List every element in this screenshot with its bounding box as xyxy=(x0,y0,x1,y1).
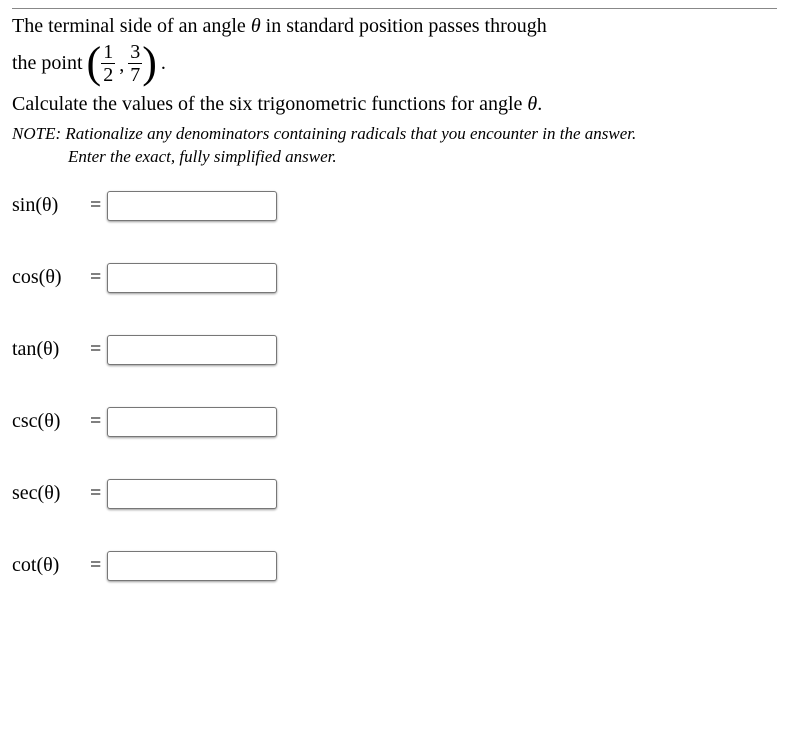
comma: , xyxy=(119,54,124,85)
arg: (θ) xyxy=(39,266,62,288)
sec-row: sec(θ) = xyxy=(12,479,777,509)
cot-label: cot(θ) xyxy=(12,554,88,577)
open-paren: ( xyxy=(87,41,102,85)
sec-label: sec(θ) xyxy=(12,482,88,505)
denominator: 7 xyxy=(128,63,142,85)
func: sec xyxy=(12,482,38,504)
sin-row: sin(θ) = xyxy=(12,191,777,221)
equals: = xyxy=(90,266,101,289)
cos-label: cos(θ) xyxy=(12,266,88,289)
equals: = xyxy=(90,482,101,505)
csc-row: csc(θ) = xyxy=(12,407,777,437)
problem-statement: The terminal side of an angle θ in stand… xyxy=(12,13,777,39)
fraction-1: 1 2 xyxy=(101,42,115,85)
answers-section: sin(θ) = cos(θ) = tan(θ) = csc(θ) = sec(… xyxy=(12,191,777,581)
numerator: 3 xyxy=(128,42,142,63)
text: Calculate the values of the six trigonom… xyxy=(12,93,522,115)
equals: = xyxy=(90,338,101,361)
arg: (θ) xyxy=(38,410,61,432)
arg: (θ) xyxy=(36,554,59,576)
sin-input[interactable] xyxy=(107,191,277,221)
func: tan xyxy=(12,338,36,360)
sin-label: sin(θ) xyxy=(12,194,88,217)
cot-row: cot(θ) = xyxy=(12,551,777,581)
tan-input[interactable] xyxy=(107,335,277,365)
tan-row: tan(θ) = xyxy=(12,335,777,365)
text: in standard position passes through xyxy=(266,15,547,37)
func: cos xyxy=(12,266,39,288)
equals: = xyxy=(90,410,101,433)
fraction-2: 3 7 xyxy=(128,42,142,85)
numerator: 1 xyxy=(101,42,115,63)
period: . xyxy=(161,52,166,75)
sec-input[interactable] xyxy=(107,479,277,509)
equals: = xyxy=(90,554,101,577)
tan-label: tan(θ) xyxy=(12,338,88,361)
text: The terminal side of an angle xyxy=(12,15,246,37)
cos-row: cos(θ) = xyxy=(12,263,777,293)
point-fraction: ( 1 2 , 3 7 ) xyxy=(87,41,157,85)
cos-input[interactable] xyxy=(107,263,277,293)
arg: (θ) xyxy=(35,194,58,216)
equals: = xyxy=(90,194,101,217)
text: the point xyxy=(12,52,83,75)
theta-symbol: θ xyxy=(251,15,261,37)
note-line1: Rationalize any denominators containing … xyxy=(65,124,636,143)
func: cot xyxy=(12,554,36,576)
arg: (θ) xyxy=(36,338,59,360)
instruction-line: Calculate the values of the six trigonom… xyxy=(12,91,777,117)
period: . xyxy=(537,93,542,115)
func: csc xyxy=(12,410,38,432)
csc-input[interactable] xyxy=(107,407,277,437)
close-paren: ) xyxy=(142,41,157,85)
func: sin xyxy=(12,194,35,216)
theta-symbol: θ xyxy=(527,93,537,115)
csc-label: csc(θ) xyxy=(12,410,88,433)
point-line: the point ( 1 2 , 3 7 ) . xyxy=(12,41,777,85)
note-prefix: NOTE: xyxy=(12,124,61,143)
top-rule xyxy=(12,8,777,9)
arg: (θ) xyxy=(38,482,61,504)
note: NOTE: Rationalize any denominators conta… xyxy=(12,123,777,169)
denominator: 2 xyxy=(101,63,115,85)
cot-input[interactable] xyxy=(107,551,277,581)
note-line2: Enter the exact, fully simplified answer… xyxy=(68,146,777,169)
